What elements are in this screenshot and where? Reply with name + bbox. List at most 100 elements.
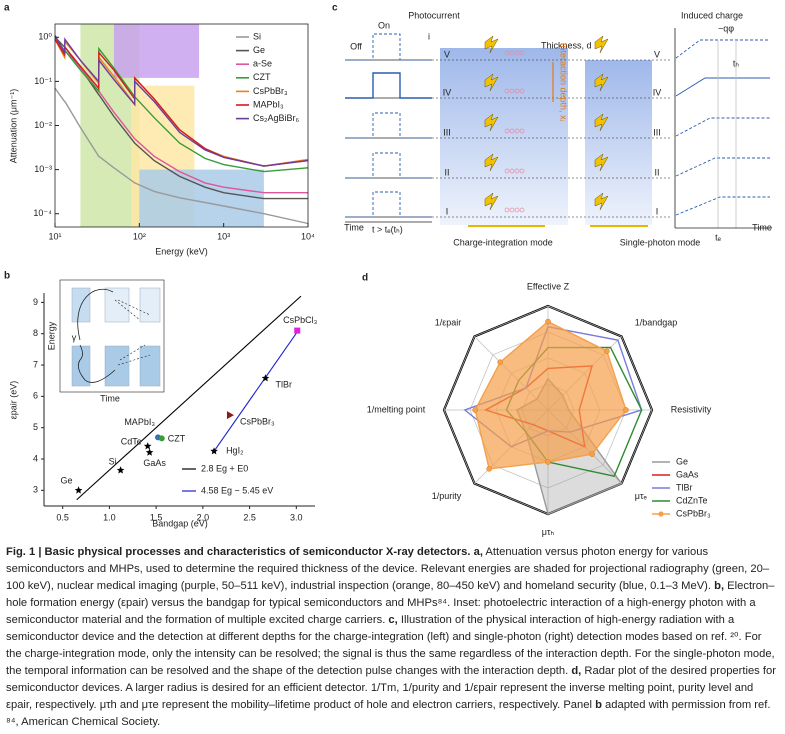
y-axis-label: εpair (eV) [8, 381, 18, 420]
level-label: IV [653, 87, 662, 97]
x-tick-label: 3.0 [290, 512, 303, 522]
pulse [345, 72, 432, 99]
radar-axis-label: 1/melting point [367, 404, 426, 414]
y-tick-label: 9 [33, 297, 38, 307]
radar-axis-label: 1/bandgap [635, 318, 678, 328]
carrier [504, 207, 510, 213]
point-label: MAPbI₃ [124, 417, 155, 427]
x-tick-label: 0.5 [56, 512, 69, 522]
carrier [504, 88, 510, 94]
shaded-region [113, 24, 200, 78]
attenuation-line [54, 87, 309, 225]
legend-label: CZT [253, 72, 271, 82]
carrier [514, 50, 520, 56]
level-label: I [446, 206, 449, 216]
band-box [139, 345, 161, 387]
point-label: CdTe [121, 437, 142, 447]
carrier [519, 207, 525, 213]
x-tick-label: 1.5 [150, 512, 163, 522]
point-label: HgI₂ [226, 446, 244, 456]
y-tick-label: 7 [33, 359, 38, 369]
carrier [514, 168, 520, 174]
caption-text: adapted with permission from ref. ⁸⁴, Am… [6, 699, 771, 728]
carrier [509, 128, 515, 134]
panel-label: d [362, 273, 368, 284]
point-label: CsPbCl₃ [283, 315, 318, 325]
y-tick-label: 10⁰ [38, 32, 52, 42]
annotation: Interaction depth, xᵢ [559, 43, 569, 121]
radiation-bolt [594, 35, 609, 54]
legend-label: TlBr [676, 482, 693, 492]
induced-trace [675, 39, 770, 59]
mode-label: Charge-integration mode [453, 237, 553, 247]
panel-label: c [332, 3, 338, 14]
fit-line [213, 330, 299, 452]
axis-label: t > tₑ(tₕ) [372, 224, 403, 234]
annotation: tₕ [733, 58, 740, 68]
attenuation-line [54, 35, 309, 167]
y-tick-label: 8 [33, 328, 38, 338]
shaded-region [139, 169, 264, 227]
radar-axis-label: μτₕ [542, 527, 555, 537]
radar-marker [623, 407, 629, 413]
radar-axis-label: Effective Z [527, 282, 570, 292]
y-tick-label: 6 [33, 391, 38, 401]
legend-label: GaAs [676, 469, 699, 479]
x-tick-label: 10¹ [48, 231, 61, 241]
y-tick-label: 10⁻³ [34, 164, 52, 174]
legend-label: Ge [676, 456, 688, 466]
point-label: TlBr [275, 380, 292, 390]
legend-label: a-Se [253, 59, 272, 69]
legend-marker [658, 511, 664, 517]
pulse [345, 191, 432, 218]
legend-label: Ge [253, 45, 265, 55]
level-label: V [654, 49, 660, 59]
data-point [143, 442, 152, 450]
x-tick-label: 10² [133, 231, 146, 241]
carrier [509, 168, 515, 174]
radiation-bolt [594, 73, 609, 92]
title: Photocurrent [408, 10, 460, 20]
figure: a Si Ge a-Se CZT CsPbBr₃ MAPbI₃ Cs₂AgBiBr₆ 10¹ 10… [4, 3, 772, 537]
radar-series [474, 320, 627, 470]
axis-label: Time [752, 222, 772, 232]
pulse [345, 152, 432, 179]
radiation-bolt [594, 113, 609, 132]
caption: Fig. 1 | Basic physical processes and ch… [6, 544, 778, 731]
level-label: II [654, 167, 659, 177]
caption-text: Electron–hole formation energy (εpair) v… [6, 580, 775, 626]
pulse [345, 33, 432, 61]
data-point [210, 447, 218, 455]
data-point [145, 448, 154, 456]
axis-label: Time [344, 222, 364, 232]
point-label: Si [109, 457, 117, 467]
radar-marker [472, 407, 479, 413]
legend-label: MAPbI₃ [253, 99, 284, 109]
y-tick-label: 5 [33, 422, 38, 432]
carrier [509, 207, 515, 213]
pulse [345, 112, 432, 139]
level-label: I [656, 206, 659, 216]
level-label: III [443, 127, 451, 137]
caption-bold: d, [568, 665, 582, 677]
annotation: tₑ [715, 232, 722, 242]
radiation-bolt [594, 153, 609, 172]
radar-marker [545, 318, 551, 325]
x-tick-label: 10⁴ [301, 231, 315, 241]
carrier [504, 128, 510, 134]
data-point [74, 486, 83, 494]
y-tick-label: 10⁻¹ [34, 76, 52, 86]
radar-axis-label: 1/purity [432, 491, 462, 501]
data-point [294, 327, 301, 334]
carrier [519, 128, 525, 134]
legend-label: Si [253, 31, 261, 41]
caption-text: Attenuation versus photon energy for var… [6, 546, 770, 592]
band-box [139, 287, 161, 323]
photon-path [77, 288, 116, 383]
level-label: IV [443, 87, 452, 97]
device [585, 60, 652, 225]
x-axis-label: Energy (keV) [155, 246, 208, 256]
legend-label: CsPbBr₃ [253, 86, 288, 96]
carrier [519, 168, 525, 174]
carrier [509, 50, 515, 56]
